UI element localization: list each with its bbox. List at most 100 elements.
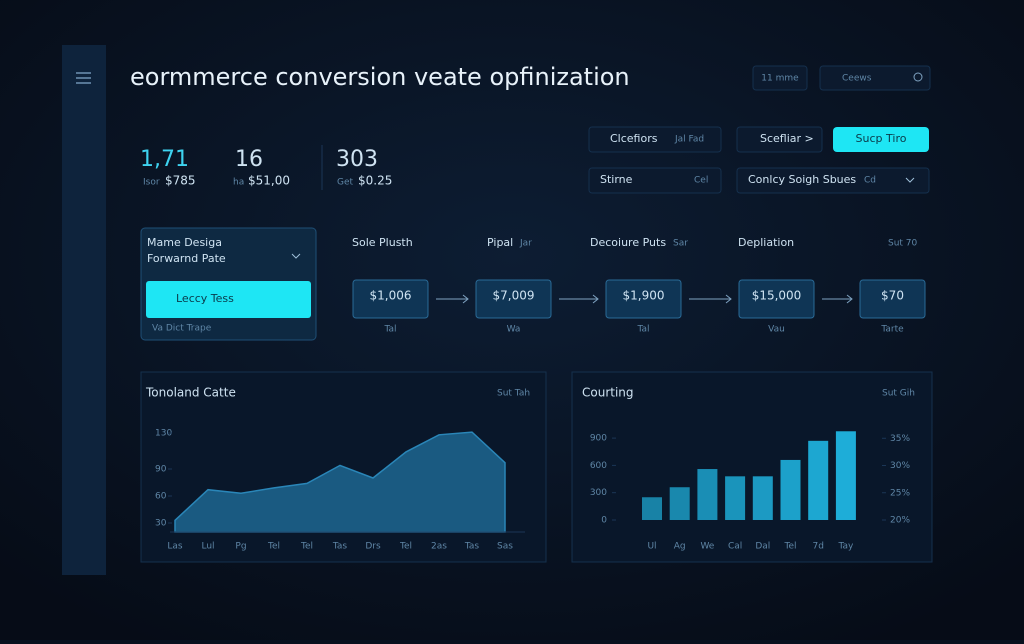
kpi-label: Isor bbox=[143, 178, 160, 188]
kpi-value: 16 bbox=[235, 147, 263, 172]
menu-icon[interactable] bbox=[76, 72, 91, 84]
x-tick-label: Tel bbox=[267, 542, 280, 552]
y2-tick-label: 25% bbox=[890, 488, 910, 498]
side-panel-footer: Va Dict Trape bbox=[152, 324, 212, 334]
y-tick-label: 130 bbox=[155, 429, 172, 439]
funnel-heading: Sole Plusth bbox=[352, 236, 413, 249]
funnel-step bbox=[475, 279, 552, 319]
select-label: Conlcy Soigh Sbues bbox=[748, 173, 856, 186]
funnel-step-value: $7,009 bbox=[493, 289, 535, 303]
select-label: Cd bbox=[864, 176, 876, 186]
y-tick-label: 60 bbox=[155, 492, 167, 502]
y2-tick-label: 35% bbox=[890, 434, 910, 444]
filter[interactable] bbox=[736, 126, 823, 153]
funnel-step-value: $1,900 bbox=[623, 289, 665, 303]
y-tick-label: 300 bbox=[590, 488, 607, 498]
side-panel-subtitle: Forwarnd Pate bbox=[147, 252, 226, 265]
bar bbox=[669, 487, 690, 520]
chevron bbox=[905, 177, 915, 183]
x-tick-label: Tay bbox=[837, 542, 854, 552]
arrow bbox=[822, 294, 853, 304]
y-tick-label: 30 bbox=[155, 519, 167, 529]
kpi-amount: $785 bbox=[165, 174, 196, 188]
filter-label: Jal Fad bbox=[674, 135, 704, 145]
bar bbox=[752, 476, 773, 520]
x-tick-label: We bbox=[700, 542, 714, 552]
kpi-label: Get bbox=[337, 178, 354, 188]
sidebar bbox=[62, 45, 106, 575]
x-tick-label: Las bbox=[167, 542, 183, 552]
funnel-step bbox=[859, 279, 926, 319]
y-tick-label: 90 bbox=[155, 465, 167, 475]
funnel-step-label: Vau bbox=[768, 325, 785, 335]
filter[interactable] bbox=[588, 126, 722, 153]
bar-chart-panel bbox=[571, 371, 933, 563]
funnel-step-value: $15,000 bbox=[752, 289, 802, 303]
funnel-step bbox=[738, 279, 815, 319]
x-tick-label: Tas bbox=[332, 542, 348, 552]
x-tick-label: Tas bbox=[464, 542, 480, 552]
funnel: Sole Plusth Pipal Jar Decoiure Puts Sar … bbox=[352, 236, 918, 249]
y-tick-label: 0 bbox=[601, 516, 607, 526]
select-label: Stirne bbox=[600, 173, 633, 186]
x-tick-label: 7d bbox=[812, 542, 823, 552]
select[interactable] bbox=[736, 167, 930, 194]
bar bbox=[808, 440, 829, 520]
x-tick-label: Pg bbox=[235, 542, 246, 552]
x-tick-label: Sas bbox=[497, 542, 513, 552]
bar bbox=[780, 459, 801, 520]
chart-link[interactable]: Sut Tah bbox=[497, 389, 530, 399]
x-tick-label: Tel bbox=[783, 542, 796, 552]
funnel-step bbox=[605, 279, 682, 319]
x-tick-label: Cal bbox=[728, 542, 742, 552]
funnel-step-label: Tal bbox=[383, 325, 396, 335]
x-tick-label: Ag bbox=[674, 542, 686, 552]
filter-label: Clcefiors bbox=[610, 132, 658, 145]
chart-title: Courting bbox=[582, 386, 634, 400]
search-icon bbox=[913, 72, 923, 82]
select-label: Cel bbox=[694, 176, 708, 186]
x-tick-label: Ul bbox=[647, 542, 656, 552]
y-tick-label: 600 bbox=[590, 461, 607, 471]
funnel-step-label: Tal bbox=[636, 325, 649, 335]
search-box[interactable] bbox=[819, 65, 931, 91]
kpi-amount: $51,00 bbox=[248, 174, 290, 188]
filter-label: Scefliar > bbox=[760, 132, 814, 145]
side-panel-button[interactable] bbox=[146, 281, 311, 318]
funnel-heading: Depliation bbox=[738, 236, 794, 249]
x-tick-label: Dal bbox=[755, 542, 770, 552]
arrow bbox=[559, 294, 599, 304]
kpi-amount: $0.25 bbox=[358, 174, 392, 188]
funnel-step-value: $70 bbox=[881, 289, 904, 303]
bar bbox=[725, 476, 746, 520]
filters: Clcefiors Jal Fad Scefliar > Sucp Tiro S… bbox=[588, 126, 930, 194]
x-tick-label: Drs bbox=[365, 542, 381, 552]
x-tick-label: Tel bbox=[300, 542, 313, 552]
funnel-heading: Sut 70 bbox=[888, 239, 918, 249]
arrow bbox=[689, 294, 732, 304]
menu-button[interactable] bbox=[752, 65, 808, 91]
menu-button-label: 11 mme bbox=[761, 74, 799, 84]
chart-link[interactable]: Sut Gih bbox=[882, 389, 915, 399]
search-placeholder: Ceews bbox=[842, 74, 872, 84]
kpi-value: 303 bbox=[336, 147, 378, 172]
y2-tick-label: 30% bbox=[890, 461, 910, 471]
kpi-value: 1,71 bbox=[140, 147, 189, 172]
chart-title: Tonoland Catte bbox=[145, 386, 236, 400]
chevron bbox=[291, 253, 301, 259]
bar bbox=[835, 431, 856, 520]
side-panel-button-label: Leccy Tess bbox=[176, 292, 234, 305]
arrow bbox=[436, 294, 469, 304]
page-title: eormmerce conversion veate opfinization bbox=[130, 63, 630, 91]
funnel-heading: Jar bbox=[519, 239, 532, 249]
funnel-heading: Decoiure Puts bbox=[590, 236, 666, 249]
x-tick-label: Tel bbox=[399, 542, 412, 552]
primary-button[interactable] bbox=[833, 127, 929, 152]
primary-button-label: Sucp Tiro bbox=[856, 132, 907, 145]
funnel-step bbox=[352, 279, 429, 319]
select[interactable] bbox=[588, 167, 722, 194]
x-tick-label: 2as bbox=[431, 542, 447, 552]
bar bbox=[642, 497, 662, 520]
funnel-heading: Pipal bbox=[487, 236, 513, 249]
